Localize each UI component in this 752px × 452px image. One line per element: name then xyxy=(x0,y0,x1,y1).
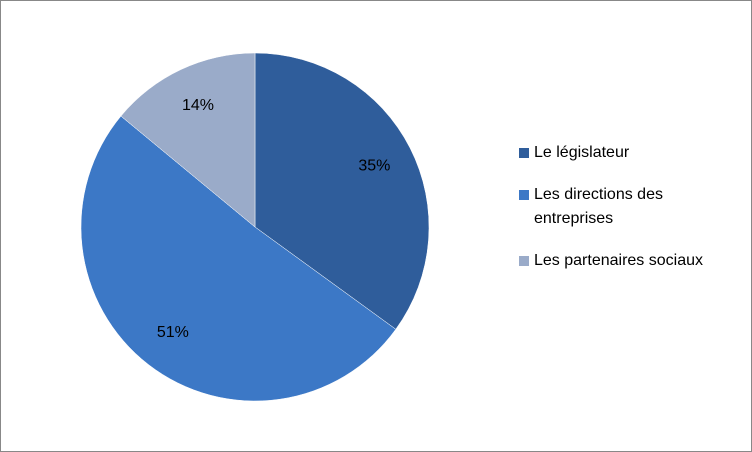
legend-label: Les partenaires sociaux xyxy=(534,252,703,269)
legend-swatch xyxy=(519,148,529,158)
legend-entry: Les directions des entreprises xyxy=(519,183,719,231)
data-label: 51% xyxy=(157,324,189,341)
legend-swatch xyxy=(519,190,529,200)
legend-entry: Les partenaires sociaux xyxy=(519,249,719,273)
data-label: 14% xyxy=(182,97,214,114)
legend-swatch xyxy=(519,256,529,266)
legend-entry: Le législateur xyxy=(519,141,719,165)
pie-slice xyxy=(120,52,256,228)
legend-label: Les directions des entreprises xyxy=(534,186,663,227)
legend: Le législateur Les directions des entrepr… xyxy=(519,141,719,291)
pie-area: 35% 51% 14% xyxy=(80,52,430,402)
pie-slice xyxy=(254,52,430,330)
data-label: 35% xyxy=(358,157,390,174)
legend-label: Le législateur xyxy=(534,144,630,161)
pie-slice xyxy=(80,115,397,402)
